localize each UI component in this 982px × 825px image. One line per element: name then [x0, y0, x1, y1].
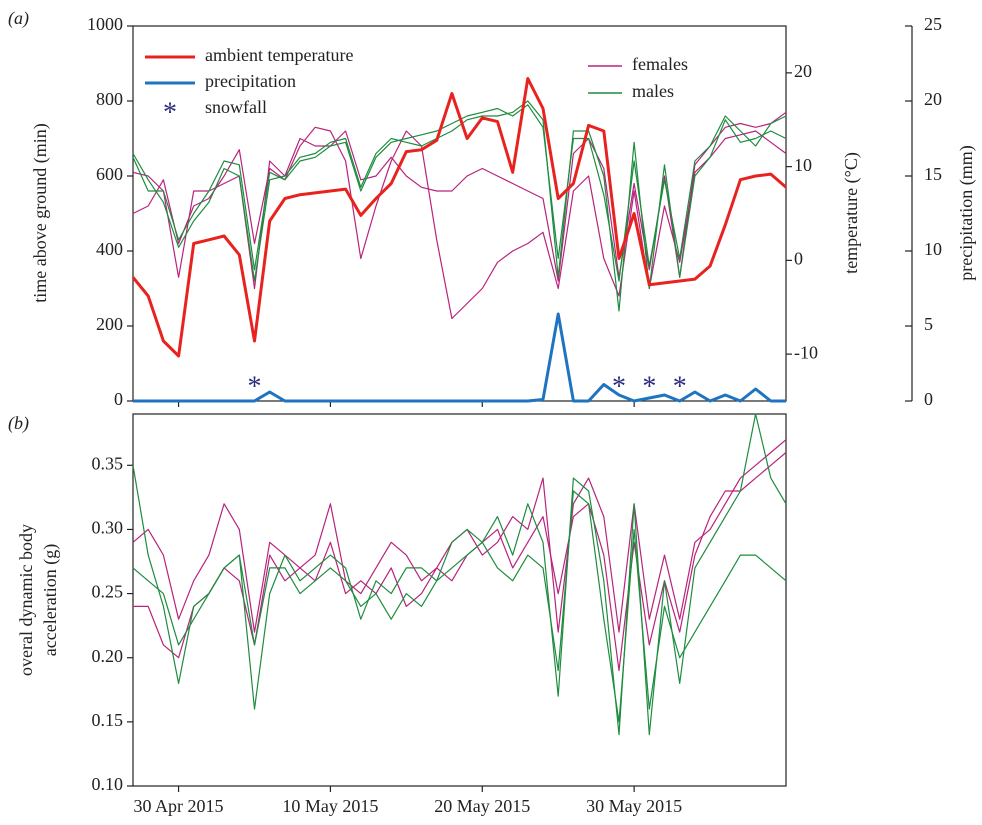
y-tick-label: 0.10 — [92, 774, 124, 794]
y-tick-label: 0.30 — [92, 518, 124, 538]
snowfall-marker: * — [673, 371, 687, 402]
y-tick-label: 0.35 — [92, 453, 124, 473]
y3-tick-label: 25 — [924, 14, 942, 34]
y2-tick-label: -10 — [794, 342, 818, 362]
series-line — [133, 452, 787, 672]
y-tick-label: 0.15 — [92, 710, 124, 730]
y3-tick-label: 0 — [924, 389, 933, 409]
y-axis-label: time above ground (min) — [30, 123, 51, 302]
y3-tick-label: 10 — [924, 239, 942, 259]
legend-label: precipitation — [205, 71, 296, 91]
y-tick-label: 1000 — [87, 14, 123, 34]
series-line — [132, 490, 787, 723]
y-axis-label: acceleration (g) — [40, 544, 61, 656]
y-tick-label: 600 — [96, 164, 123, 184]
series-line — [132, 126, 787, 320]
x-tick-label: 10 May 2015 — [282, 796, 378, 816]
x-tick-label: 30 Apr 2015 — [134, 796, 224, 816]
series-line — [132, 100, 787, 312]
y-tick-label: 0.25 — [92, 582, 124, 602]
y-tick-label: 200 — [96, 314, 123, 334]
x-tick-label: 20 May 2015 — [434, 796, 530, 816]
y2-tick-label: 10 — [794, 155, 812, 175]
y3-axis-label: precipitation (mm) — [956, 145, 977, 280]
series-line — [133, 312, 786, 403]
x-tick-label: 30 May 2015 — [586, 796, 682, 816]
snowfall-marker: * — [247, 371, 261, 402]
series-line — [132, 111, 787, 290]
y-tick-label: 0 — [114, 389, 123, 409]
legend-label: females — [632, 54, 688, 74]
legend-label: snowfall — [205, 97, 267, 117]
series-line — [132, 413, 787, 736]
y2-axis-label: temperature (°C) — [841, 152, 862, 274]
y3-tick-label: 20 — [924, 89, 942, 109]
panel-label: (b) — [8, 413, 29, 434]
y-tick-label: 400 — [96, 239, 123, 259]
legend-label: males — [632, 81, 674, 101]
plot-frame — [132, 413, 787, 787]
panel-label: (a) — [8, 8, 29, 29]
legend-label: ambient temperature — [205, 45, 353, 65]
y3-tick-label: 15 — [924, 164, 942, 184]
y-tick-label: 0.20 — [92, 646, 124, 666]
snowfall-marker: * — [642, 371, 656, 402]
legend-marker: * — [163, 97, 177, 128]
y-tick-label: 800 — [96, 89, 123, 109]
series-line — [132, 104, 787, 282]
y3-tick-label: 5 — [924, 314, 933, 334]
series-line — [131, 77, 787, 358]
y-axis-label: overal dynamic body — [16, 524, 36, 676]
y2-tick-label: 0 — [794, 249, 803, 269]
snowfall-marker: * — [612, 371, 626, 402]
y2-tick-label: 20 — [794, 61, 812, 81]
